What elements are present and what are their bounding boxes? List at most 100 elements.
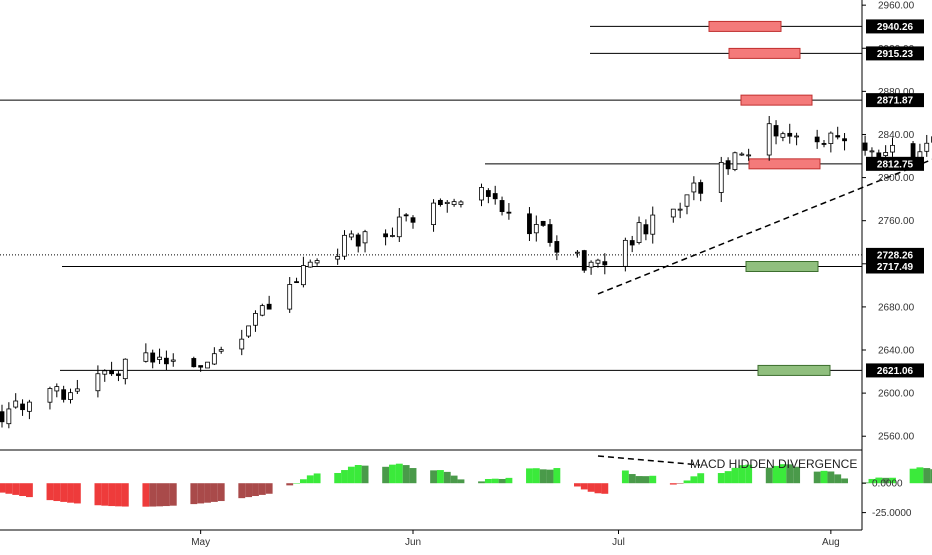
price-tag-label: 2871.87 (877, 96, 914, 107)
macd-bar (286, 483, 293, 485)
candle-body (158, 357, 162, 359)
macd-bar (458, 479, 465, 483)
macd-bar (170, 483, 177, 505)
candle-body (603, 262, 607, 265)
candle-body (432, 203, 436, 225)
macd-bar (533, 468, 540, 483)
candle-body (685, 195, 689, 206)
macd-bar (492, 479, 499, 484)
candle-body (452, 202, 456, 205)
candle-body (7, 409, 11, 424)
candle-body (219, 350, 223, 352)
macd-bar (643, 476, 650, 483)
macd-bar (95, 483, 102, 505)
macd-bar (910, 469, 917, 484)
candle-body (534, 224, 538, 232)
macd-bar (115, 483, 122, 506)
candle-body (404, 215, 408, 216)
candle-body (411, 218, 415, 223)
macd-bar (923, 468, 930, 483)
macd-bar (697, 473, 704, 483)
macd-bar (74, 483, 81, 503)
macd-bar (677, 483, 684, 484)
candle-body (630, 241, 634, 245)
macd-bar (403, 465, 410, 483)
candle-body (206, 362, 210, 368)
candle-body (438, 200, 442, 204)
candle-body (171, 360, 175, 361)
macd-bar (690, 476, 697, 483)
candle-body (349, 234, 353, 237)
macd-bar (430, 470, 437, 483)
candle-body (343, 235, 347, 256)
candle-body (151, 353, 155, 362)
macd-bar (341, 470, 348, 483)
y-tick-label: 2960.00 (878, 1, 915, 12)
macd-bar (355, 465, 362, 483)
candle-body (62, 390, 66, 400)
candle-body (363, 232, 367, 243)
macd-bar (314, 473, 321, 483)
candle-body (288, 284, 292, 309)
candle-body (486, 191, 490, 197)
macd-bar (300, 479, 307, 483)
macd-bar (725, 471, 732, 483)
candle-body (164, 358, 168, 364)
macd-bar (0, 483, 5, 492)
resistance-zone (729, 48, 800, 58)
candle-body (747, 155, 751, 156)
candle-body (0, 412, 4, 422)
candle-body (507, 212, 511, 213)
candle-body (651, 215, 655, 234)
support-zone (758, 365, 830, 375)
y-tick-label: 2760.00 (878, 216, 915, 227)
macd-bar (553, 468, 560, 483)
candle-body (21, 404, 25, 410)
candle-body (192, 358, 196, 366)
candle-body (75, 389, 79, 391)
macd-bar (293, 483, 300, 484)
macd-bar (19, 483, 26, 496)
candle-body (445, 202, 449, 203)
macd-bar (485, 479, 492, 483)
macd-tick-label: 0.0000 (872, 479, 903, 490)
candle-body (110, 371, 114, 374)
macd-bar (307, 475, 314, 483)
price-tag-label: 2621.06 (877, 366, 914, 377)
macd-bar (684, 480, 691, 483)
macd-bar (156, 483, 163, 506)
candle-body (815, 137, 819, 142)
price-tag-label: 2940.26 (877, 22, 914, 33)
macd-bar (163, 483, 170, 506)
macd-bar (478, 481, 485, 483)
candle-body (253, 313, 257, 325)
price-tag-label: 2812.75 (877, 159, 914, 170)
candle-body (55, 387, 59, 391)
candle-body (527, 214, 531, 234)
macd-bar (540, 469, 547, 483)
candle-body (774, 126, 778, 136)
macd-bar (348, 467, 355, 484)
macd-bar (382, 467, 389, 483)
macd-bar (122, 483, 129, 506)
candle-body (459, 202, 463, 204)
candle-body (884, 152, 888, 155)
macd-bar (444, 472, 451, 483)
candle-body (199, 366, 203, 368)
macd-bar (834, 474, 841, 483)
macd-bar (629, 474, 636, 483)
candle-body (27, 402, 31, 411)
candle-body (829, 133, 833, 143)
candle-body (623, 240, 627, 266)
candle-body (247, 326, 251, 336)
candle-body (822, 143, 826, 144)
macd-bar (26, 483, 33, 497)
macd-bar (396, 464, 403, 484)
macd-bar (252, 483, 259, 496)
candle-body (733, 153, 737, 170)
macd-bar (259, 483, 266, 495)
macd-bar (499, 479, 506, 483)
candle-body (14, 401, 18, 407)
candle-body (390, 235, 394, 236)
macd-bar (547, 470, 554, 484)
